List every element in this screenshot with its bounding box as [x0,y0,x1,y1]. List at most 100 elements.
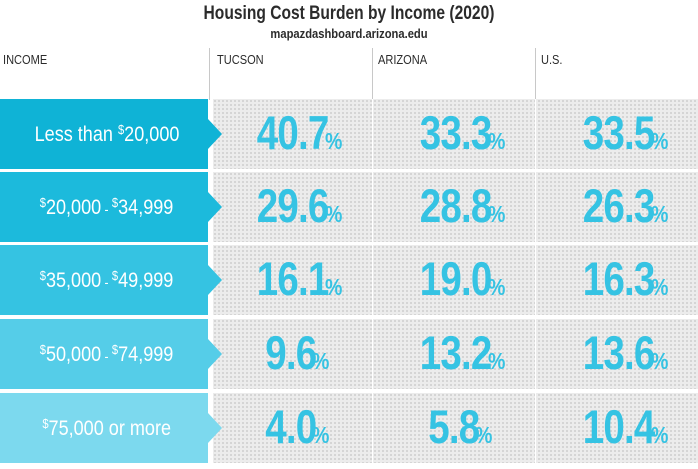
value-cell-tucson: 16.1% [213,249,373,321]
value-cell-tucson: 40.7% [213,103,373,175]
arrow-banner-shape [0,245,222,315]
arrow-banner-shape [0,99,222,169]
row-background [213,319,698,389]
value-number: 16.1 [256,252,330,305]
percent-sign: % [487,274,505,300]
value-number: 33.5 [582,106,656,159]
percent-sign: % [650,348,668,374]
chart-subtitle: mapazdashboard.arizona.edu [270,26,428,41]
value-number: 13.6 [582,326,656,379]
arrow-banner-shape [0,319,222,389]
value-cell-us: 10.4% [539,397,698,469]
column-separator [535,319,536,389]
income-label-row: $75,000 or more [0,393,224,463]
column-header-arizona: ARIZONA [378,52,428,67]
column-separator [372,393,373,463]
arrow-banner-fill [0,245,222,315]
value-cell-arizona: 13.2% [376,323,536,395]
column-separator [372,172,373,242]
dollar-sign: $ [112,341,119,357]
column-separator [372,319,373,389]
value-number: 29.6 [256,179,330,232]
income-label-part: 50,000 - [46,343,112,366]
header-divider [209,48,210,100]
income-label-part: 20,000 [123,122,180,146]
income-label: $75,000 or more [42,416,181,441]
income-label: $50,000 - $74,999 [40,342,184,367]
arrow-banner-fill [0,319,222,389]
percent-sign: % [311,348,330,374]
percent-sign: % [650,128,668,154]
arrow-banner-shape [0,172,222,242]
arrow-banner-fill [0,172,222,242]
header-divider [372,48,373,100]
column-separator [535,393,536,463]
value-number: 4.0 [264,400,317,453]
row-background [213,245,698,315]
income-label: Less than $20,000 [34,122,189,147]
row-background [213,172,698,242]
value-number: 9.6 [264,326,317,379]
value-cell-us: 16.3% [539,249,698,321]
value-cell-tucson: 9.6% [213,323,373,395]
range-dash: - [101,200,113,217]
value-cell-tucson: 29.6% [213,176,373,248]
row-background [213,393,698,463]
income-label-part: 34,999 [118,195,174,219]
income-label-number: 50,000 [46,342,102,366]
percent-sign: % [324,128,342,154]
value-cell-arizona: 19.0% [376,249,536,321]
column-separator [372,99,373,169]
column-separator [535,99,536,169]
dollar-sign: $ [40,341,47,357]
column-header-income: INCOME [3,52,48,67]
column-separator [372,245,373,315]
value-cell-us: 13.6% [539,323,698,395]
income-label-row: $20,000 - $34,999 [0,172,224,242]
value-number: 10.4 [582,400,656,453]
percent-sign: % [487,128,505,154]
income-label-row: $35,000 - $49,999 [0,245,224,315]
percent-sign: % [487,348,505,374]
income-label-row: Less than $20,000 [0,99,224,169]
percent-sign: % [650,201,668,227]
value-cell-arizona: 33.3% [376,103,536,175]
percent-sign: % [311,422,330,448]
percent-sign: % [487,201,505,227]
column-header-tucson: TUCSON [217,52,264,67]
percent-sign: % [324,274,342,300]
percent-sign: % [324,201,342,227]
value-number: 19.0 [419,252,493,305]
dollar-sign: $ [42,415,49,431]
value-number: 33.3 [419,106,493,159]
value-number: 13.2 [419,326,493,379]
dollar-sign: $ [40,194,47,210]
percent-sign: % [474,422,493,448]
value-number: 28.8 [419,179,493,232]
income-label-part: 20,000 - [46,196,112,219]
arrow-banner-fill [0,393,222,463]
value-cell-arizona: 5.8% [376,397,536,469]
dollar-sign: $ [112,194,119,210]
percent-sign: % [650,422,668,448]
income-label-part: Less than [34,122,118,146]
value-number: 16.3 [582,252,656,305]
percent-sign: % [650,274,668,300]
value-cell-us: 33.5% [539,103,698,175]
value-number: 26.3 [582,179,656,232]
dollar-sign: $ [117,121,124,137]
column-separator [535,245,536,315]
income-label: $20,000 - $34,999 [40,195,184,220]
income-label-row: $50,000 - $74,999 [0,319,224,389]
income-label: $35,000 - $49,999 [40,268,184,293]
column-header-us: U.S. [541,52,563,67]
income-label-number: 20,000 [46,195,102,219]
range-dash: - [101,347,113,364]
dollar-sign: $ [40,267,47,283]
arrow-banner-shape [0,393,222,463]
chart-title: Housing Cost Burden by Income (2020) [203,3,495,24]
value-number: 5.8 [427,400,480,453]
value-number: 40.7 [256,106,330,159]
header-divider [535,48,536,100]
row-background [213,99,698,169]
